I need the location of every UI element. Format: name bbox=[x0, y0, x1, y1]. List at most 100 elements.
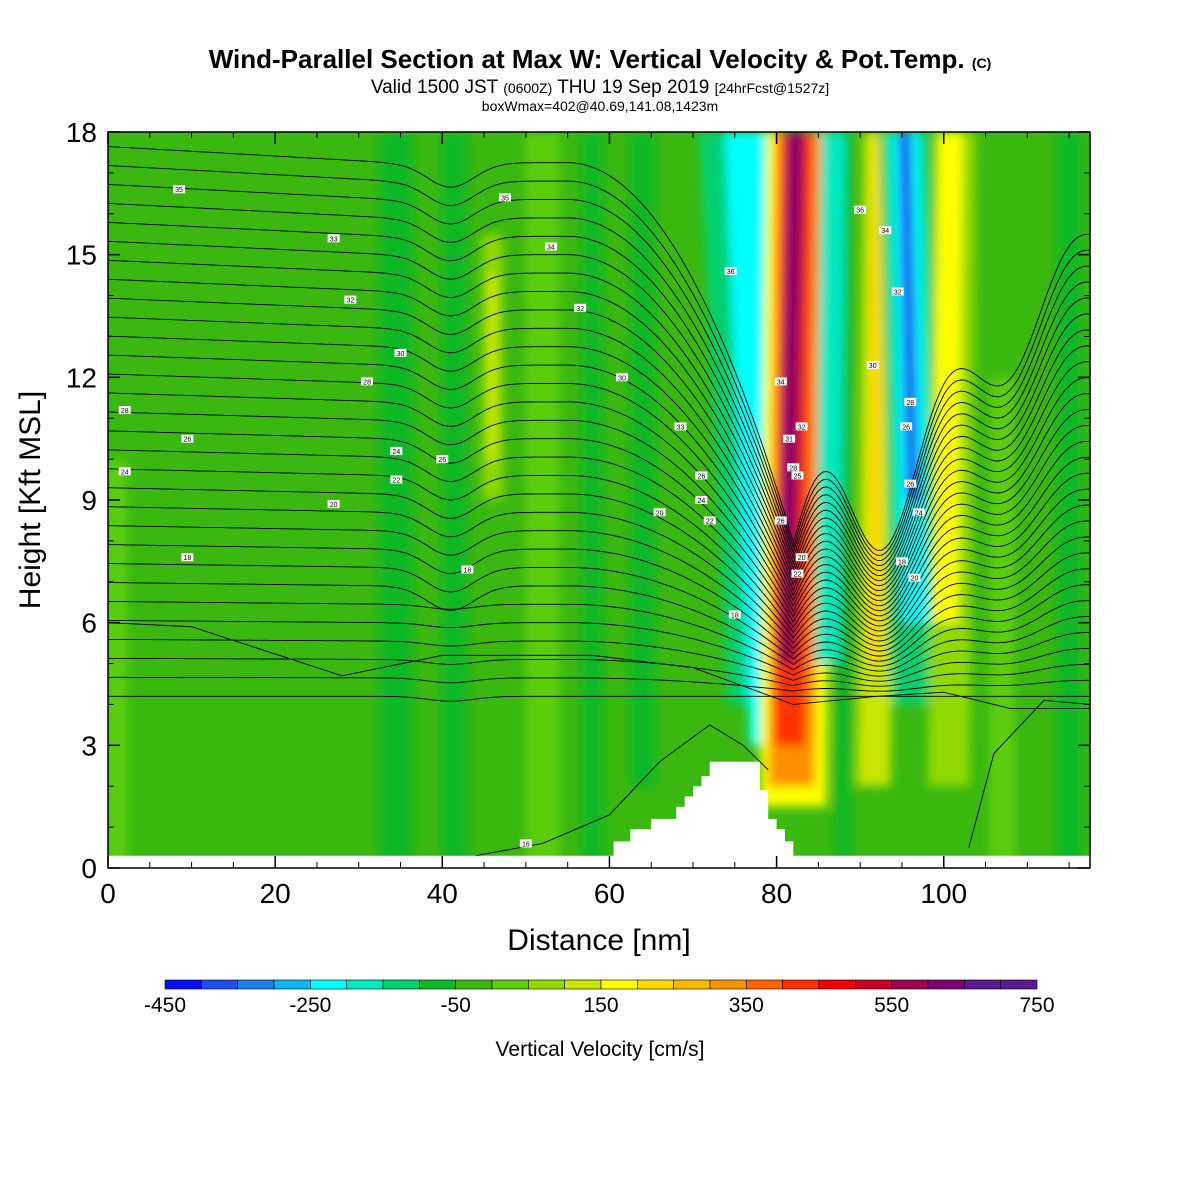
theta-contour-low bbox=[108, 622, 1090, 709]
contour-label-bg bbox=[900, 422, 913, 431]
contour-label: 32 bbox=[798, 424, 806, 431]
contour-label-group: 22 bbox=[390, 475, 403, 485]
contour-label-group: 28 bbox=[904, 397, 917, 407]
theta-contour-1 bbox=[108, 676, 1090, 692]
contour-label-bg bbox=[703, 516, 716, 525]
contour-label-bg bbox=[904, 397, 917, 406]
theta-contour-0 bbox=[108, 695, 1090, 702]
colorbar-swatch bbox=[491, 979, 529, 990]
chart-title: Wind-Parallel Section at Max W: Vertical… bbox=[208, 44, 992, 74]
contour-label-group: 30 bbox=[615, 373, 628, 382]
colorbar-swatch bbox=[855, 979, 892, 990]
contour-label: 20 bbox=[911, 576, 919, 583]
theta-contour-labels: 16 18 18 18 20 22 24 24 26 28 28 30 30 32 32 33 34 35 35 26… bbox=[118, 185, 925, 848]
terrain bbox=[108, 761, 1090, 868]
theta-contour-9 bbox=[108, 525, 1090, 652]
colorbar-tick-label: -50 bbox=[440, 994, 470, 1017]
terrain-polygon bbox=[108, 761, 1090, 868]
contour-label-group: 20 bbox=[795, 553, 808, 562]
contour-label-group: 22 bbox=[791, 569, 804, 579]
theta-contour-5 bbox=[108, 601, 1090, 672]
contour-label-group: 16 bbox=[519, 839, 532, 848]
contour-label-bg bbox=[728, 610, 741, 619]
contour-label-bg bbox=[774, 377, 787, 386]
contour-label-bg bbox=[327, 500, 340, 509]
contour-label: 28 bbox=[121, 408, 129, 415]
theta-contour-14 bbox=[108, 430, 1090, 627]
theta-contour-east bbox=[968, 699, 1090, 848]
y-tick-label: 6 bbox=[81, 608, 97, 639]
contour-label-group: 18 bbox=[181, 553, 194, 562]
chart-subtitle: Valid 1500 JST (0600Z) THU 19 Sep 2019 [… bbox=[370, 77, 830, 98]
colorbar-tick-label: -250 bbox=[289, 994, 331, 1017]
contour-label: 20 bbox=[656, 510, 664, 517]
contour-label: 35 bbox=[175, 187, 183, 194]
theta-contour-27 bbox=[108, 184, 1090, 561]
theta-contour-3 bbox=[108, 638, 1090, 682]
contour-label-bg bbox=[791, 471, 804, 480]
contour-label: 36 bbox=[856, 208, 864, 215]
contour-label-group: 32 bbox=[795, 422, 808, 431]
contour-label: 32 bbox=[346, 298, 354, 305]
theta-contour-11 bbox=[108, 487, 1090, 642]
theta-contours bbox=[108, 146, 1090, 857]
theta-contour-13 bbox=[108, 449, 1090, 632]
contour-label-group: 32 bbox=[574, 303, 587, 313]
colorbar-swatch bbox=[164, 979, 202, 990]
theta-contour-6 bbox=[108, 582, 1090, 667]
contour-label: 22 bbox=[794, 572, 802, 579]
colorbar-swatch bbox=[455, 979, 493, 990]
x-axis-label: Distance [nm] bbox=[507, 924, 690, 957]
contour-label-group: 28 bbox=[118, 406, 131, 415]
theta-contour-20 bbox=[108, 316, 1090, 597]
contour-label-group: 24 bbox=[695, 496, 708, 505]
contour-label-group: 24 bbox=[118, 467, 131, 476]
colorbar-swatch bbox=[1000, 979, 1038, 990]
contour-label-bg bbox=[787, 463, 800, 472]
theta-contour-17 bbox=[108, 373, 1090, 612]
contour-label-bg bbox=[173, 185, 186, 194]
y-tick-label: 9 bbox=[81, 485, 97, 516]
contour-label-group: 26 bbox=[900, 422, 913, 431]
field-band-0 bbox=[108, 459, 127, 868]
x-tick-label: 0 bbox=[100, 878, 116, 909]
contour-label-bg bbox=[519, 839, 532, 848]
contour-label-bg bbox=[724, 267, 737, 276]
contour-label-group: 32 bbox=[891, 287, 904, 296]
field-feature-9 bbox=[867, 132, 887, 664]
contour-label-bg bbox=[361, 377, 374, 386]
contour-label-bg bbox=[394, 348, 407, 357]
contour-label: 28 bbox=[789, 465, 797, 472]
contour-label: 26 bbox=[697, 473, 705, 480]
theta-contour-8 bbox=[108, 544, 1090, 657]
contour-label-bg bbox=[544, 242, 557, 251]
contour-label-bg bbox=[904, 479, 917, 488]
y-tick-label: 0 bbox=[81, 853, 97, 884]
x-tick-label: 40 bbox=[427, 878, 458, 909]
field-feature-7 bbox=[815, 132, 847, 664]
colorbar-swatch bbox=[673, 979, 711, 990]
contour-label-bg bbox=[854, 205, 867, 214]
contour-label-bg bbox=[498, 193, 511, 202]
contour-label: 34 bbox=[547, 244, 555, 251]
contour-label-bg bbox=[791, 569, 804, 578]
contour-label-group: 18 bbox=[728, 610, 741, 619]
contour-label-group: 26 bbox=[695, 471, 708, 480]
contour-label: 26 bbox=[777, 518, 785, 525]
contour-label-group: 25 bbox=[791, 471, 804, 480]
contour-label: 26 bbox=[906, 482, 914, 489]
contour-label-group: 36 bbox=[854, 205, 867, 215]
contour-label: 30 bbox=[618, 375, 626, 382]
contour-label: 26 bbox=[438, 457, 446, 464]
theta-contour-22 bbox=[108, 278, 1090, 587]
theta-contour-2 bbox=[108, 657, 1090, 687]
theta-contour-10 bbox=[108, 506, 1090, 647]
y-tick-label: 18 bbox=[66, 117, 97, 148]
contour-label-bg bbox=[795, 422, 808, 431]
colorbar-swatch bbox=[818, 979, 856, 990]
field-band-7 bbox=[989, 377, 1015, 868]
contour-label-group: 34 bbox=[544, 242, 557, 251]
x-tick-label: 20 bbox=[260, 878, 291, 909]
colorbar-swatch bbox=[382, 979, 420, 990]
theta-contour-terrain bbox=[475, 724, 769, 857]
